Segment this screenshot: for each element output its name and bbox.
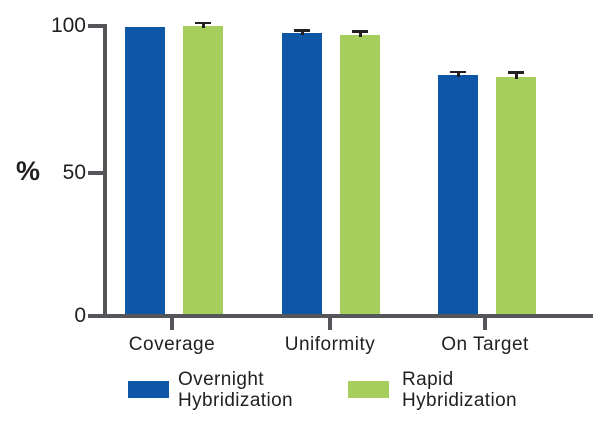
- y-tick-label-0: 0: [74, 304, 86, 327]
- x-tick-on-target: [483, 318, 487, 330]
- legend-label-overnight-line1: Overnight: [178, 369, 264, 390]
- x-tick-coverage: [170, 318, 174, 330]
- legend-swatch-rapid: [348, 381, 389, 398]
- error-bar-cap: [195, 21, 211, 25]
- bar-on-target-overnight: [438, 75, 478, 316]
- y-tick-label-100: 100: [50, 14, 86, 37]
- bar-coverage-rapid: [183, 26, 223, 316]
- bar-on-target-rapid: [496, 76, 536, 316]
- error-bar-cap: [450, 70, 466, 74]
- x-axis-line: [88, 314, 593, 318]
- legend-label-rapid: Rapid Hybridization: [402, 369, 517, 411]
- error-bar-stem: [201, 24, 205, 28]
- bar-uniformity-rapid: [340, 34, 380, 316]
- category-label-coverage: Coverage: [128, 334, 216, 355]
- error-bar-stem: [300, 31, 304, 36]
- category-label-uniformity: Uniformity: [284, 334, 376, 355]
- x-tick-uniformity: [328, 318, 332, 330]
- y-axis-title: %: [16, 156, 41, 186]
- legend-label-overnight: Overnight Hybridization: [178, 369, 293, 411]
- legend-label-overnight-line2: Hybridization: [178, 390, 294, 411]
- y-axis-line: [103, 24, 107, 318]
- y-tick-50: [88, 171, 103, 175]
- error-bar-cap: [352, 30, 368, 33]
- category-label-on-target: On Target: [441, 334, 529, 355]
- error-bar-stem: [456, 73, 460, 78]
- legend-swatch-overnight: [128, 381, 169, 398]
- bar-coverage-overnight: [125, 27, 165, 316]
- error-bar-cap: [508, 71, 524, 74]
- bar-uniformity-overnight: [282, 33, 322, 316]
- legend-label-rapid-line2: Hybridization: [402, 390, 518, 411]
- error-bar-stem: [358, 32, 362, 37]
- y-tick-label-50: 50: [62, 161, 86, 184]
- error-bar-cap: [294, 29, 310, 32]
- y-tick-100: [88, 24, 103, 28]
- error-bar-stem: [514, 73, 518, 79]
- legend-label-rapid-line1: Rapid: [402, 369, 454, 390]
